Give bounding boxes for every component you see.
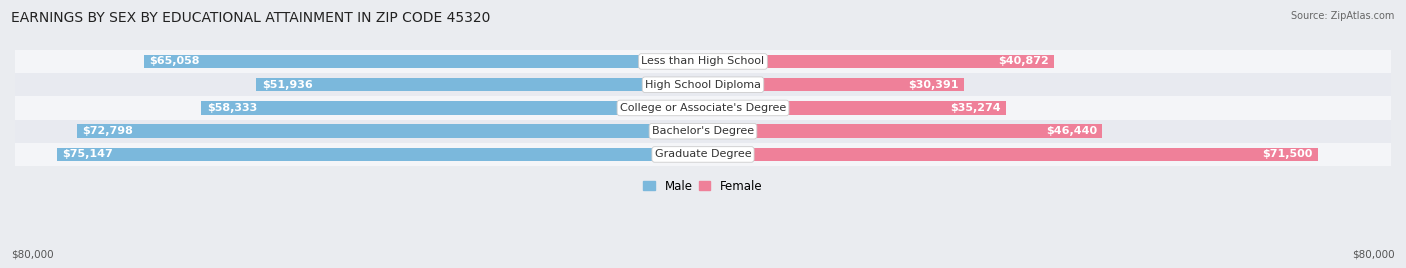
Bar xyxy=(703,124,1102,138)
Text: $30,391: $30,391 xyxy=(908,80,959,90)
Bar xyxy=(15,96,1391,120)
Text: $46,440: $46,440 xyxy=(1046,126,1097,136)
Bar xyxy=(703,101,1007,115)
Text: $40,872: $40,872 xyxy=(998,57,1049,66)
Bar xyxy=(703,78,965,91)
Bar xyxy=(256,78,703,91)
Text: $80,000: $80,000 xyxy=(1353,250,1395,260)
Text: College or Associate's Degree: College or Associate's Degree xyxy=(620,103,786,113)
Text: $80,000: $80,000 xyxy=(11,250,53,260)
Bar xyxy=(77,124,703,138)
Bar xyxy=(56,148,703,161)
Bar xyxy=(201,101,703,115)
Text: EARNINGS BY SEX BY EDUCATIONAL ATTAINMENT IN ZIP CODE 45320: EARNINGS BY SEX BY EDUCATIONAL ATTAINMEN… xyxy=(11,11,491,25)
Text: $72,798: $72,798 xyxy=(83,126,134,136)
Text: $35,274: $35,274 xyxy=(950,103,1001,113)
Text: Bachelor's Degree: Bachelor's Degree xyxy=(652,126,754,136)
Bar xyxy=(15,73,1391,96)
Text: High School Diploma: High School Diploma xyxy=(645,80,761,90)
Text: $51,936: $51,936 xyxy=(262,80,312,90)
Text: Graduate Degree: Graduate Degree xyxy=(655,150,751,159)
Legend: Male, Female: Male, Female xyxy=(638,175,768,197)
Text: $75,147: $75,147 xyxy=(62,150,112,159)
Bar xyxy=(15,50,1391,73)
Text: Source: ZipAtlas.com: Source: ZipAtlas.com xyxy=(1291,11,1395,21)
Bar xyxy=(143,55,703,68)
Text: $71,500: $71,500 xyxy=(1263,150,1312,159)
Bar xyxy=(15,120,1391,143)
Bar xyxy=(15,143,1391,166)
Bar xyxy=(703,55,1054,68)
Bar xyxy=(703,148,1317,161)
Text: $65,058: $65,058 xyxy=(149,57,200,66)
Text: Less than High School: Less than High School xyxy=(641,57,765,66)
Text: $58,333: $58,333 xyxy=(207,103,257,113)
